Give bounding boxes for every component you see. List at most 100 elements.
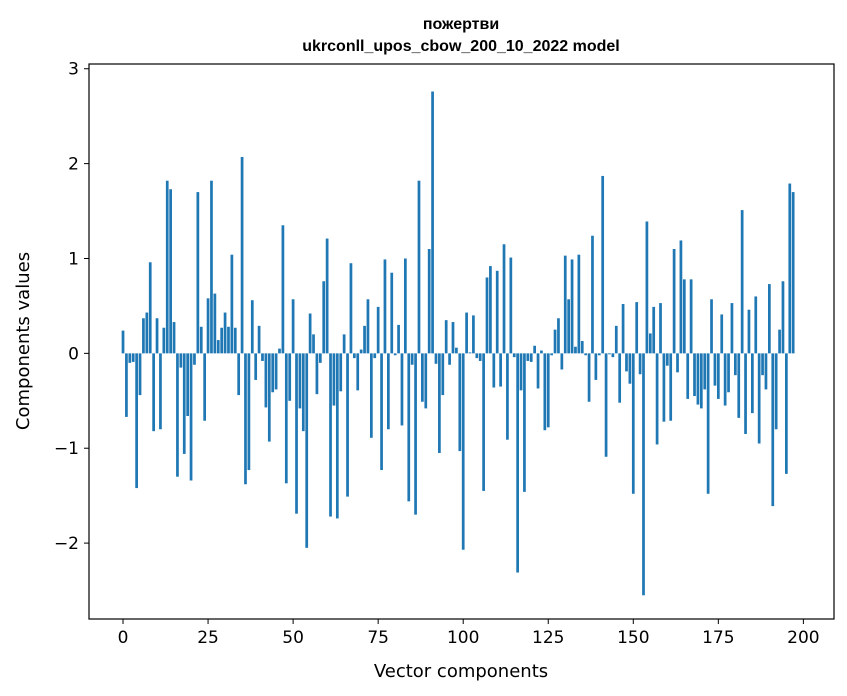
bar bbox=[659, 303, 662, 354]
bar bbox=[438, 353, 441, 453]
bar bbox=[404, 258, 407, 354]
x-axis-label: Vector components bbox=[374, 661, 548, 682]
bar bbox=[196, 192, 200, 354]
plot-frame bbox=[88, 63, 835, 620]
bar bbox=[223, 312, 227, 354]
bar bbox=[591, 235, 594, 354]
bar bbox=[366, 299, 370, 354]
bar bbox=[563, 255, 567, 354]
x-tick-label: 175 bbox=[702, 628, 734, 648]
bar bbox=[216, 340, 220, 354]
bar bbox=[155, 318, 159, 354]
bar bbox=[189, 353, 193, 481]
x-tick-label: 125 bbox=[532, 628, 564, 648]
bar bbox=[584, 353, 588, 356]
bar bbox=[553, 329, 557, 354]
bar bbox=[645, 221, 649, 354]
bar bbox=[560, 353, 564, 370]
bar bbox=[227, 326, 230, 354]
bar bbox=[461, 353, 465, 550]
bar bbox=[475, 353, 479, 359]
bar bbox=[703, 353, 707, 390]
bar bbox=[359, 349, 363, 354]
x-axis-ticks: 0 25 50 75 100 125 150 175 200 bbox=[118, 619, 820, 648]
bar bbox=[740, 210, 744, 354]
bar bbox=[730, 303, 734, 354]
bar bbox=[448, 353, 451, 365]
bar bbox=[587, 353, 591, 402]
y-tick-label: 0 bbox=[68, 344, 79, 364]
bar bbox=[631, 353, 635, 494]
x-tick-label: 25 bbox=[197, 628, 219, 648]
bar bbox=[594, 353, 598, 380]
bar bbox=[492, 353, 496, 388]
bar bbox=[526, 353, 530, 361]
bar bbox=[148, 262, 152, 354]
bar bbox=[182, 353, 186, 454]
bar bbox=[686, 353, 690, 399]
bar bbox=[682, 279, 686, 354]
bar bbox=[424, 353, 428, 409]
bar bbox=[427, 249, 431, 354]
bar bbox=[240, 156, 244, 354]
bar bbox=[557, 318, 560, 354]
bar bbox=[733, 353, 737, 376]
bar bbox=[278, 348, 281, 354]
bar bbox=[614, 325, 618, 354]
bar bbox=[669, 353, 673, 421]
bar bbox=[727, 353, 730, 393]
x-tick-label: 100 bbox=[447, 628, 479, 648]
bar bbox=[635, 302, 639, 354]
bar bbox=[203, 353, 207, 421]
bar bbox=[165, 180, 169, 354]
bar bbox=[387, 353, 390, 430]
bar bbox=[254, 353, 258, 380]
bar bbox=[138, 353, 142, 396]
bar bbox=[455, 347, 458, 354]
bar bbox=[665, 353, 669, 366]
bar bbox=[451, 322, 455, 354]
bar bbox=[611, 353, 615, 358]
bar bbox=[193, 353, 196, 365]
bar bbox=[580, 341, 584, 354]
bar bbox=[648, 333, 652, 354]
bar bbox=[778, 329, 781, 354]
bar bbox=[652, 306, 656, 354]
bar bbox=[502, 244, 506, 354]
bar bbox=[781, 281, 785, 354]
chart-title-line1: пожертви bbox=[423, 16, 499, 33]
bar bbox=[628, 353, 632, 384]
bar bbox=[495, 270, 499, 354]
bar bbox=[390, 272, 394, 354]
bar bbox=[128, 353, 132, 363]
bar bbox=[621, 304, 625, 354]
bar bbox=[788, 183, 792, 354]
bar bbox=[693, 353, 696, 397]
bar bbox=[206, 298, 210, 354]
bar bbox=[676, 353, 679, 373]
bar bbox=[397, 324, 400, 354]
bar bbox=[257, 325, 261, 354]
bar bbox=[179, 353, 183, 368]
y-tick-label: −1 bbox=[54, 439, 79, 459]
bar bbox=[723, 353, 727, 406]
bar bbox=[342, 334, 346, 354]
bar bbox=[699, 353, 703, 409]
bar bbox=[172, 322, 176, 354]
bar bbox=[363, 325, 366, 354]
bar bbox=[186, 353, 190, 416]
bar bbox=[332, 353, 336, 406]
bar bbox=[162, 327, 166, 354]
bar bbox=[761, 353, 764, 376]
y-tick-label: 2 bbox=[68, 155, 79, 175]
bar bbox=[489, 266, 492, 354]
bar bbox=[329, 353, 332, 517]
bar bbox=[410, 353, 414, 365]
x-tick-label: 150 bbox=[617, 628, 649, 648]
bar bbox=[349, 263, 353, 354]
bar bbox=[512, 353, 516, 358]
bar bbox=[468, 352, 472, 354]
bar bbox=[696, 353, 700, 405]
y-axis-ticks: −2 −1 0 1 2 3 bbox=[54, 60, 89, 554]
x-tick-label: 50 bbox=[282, 628, 304, 648]
